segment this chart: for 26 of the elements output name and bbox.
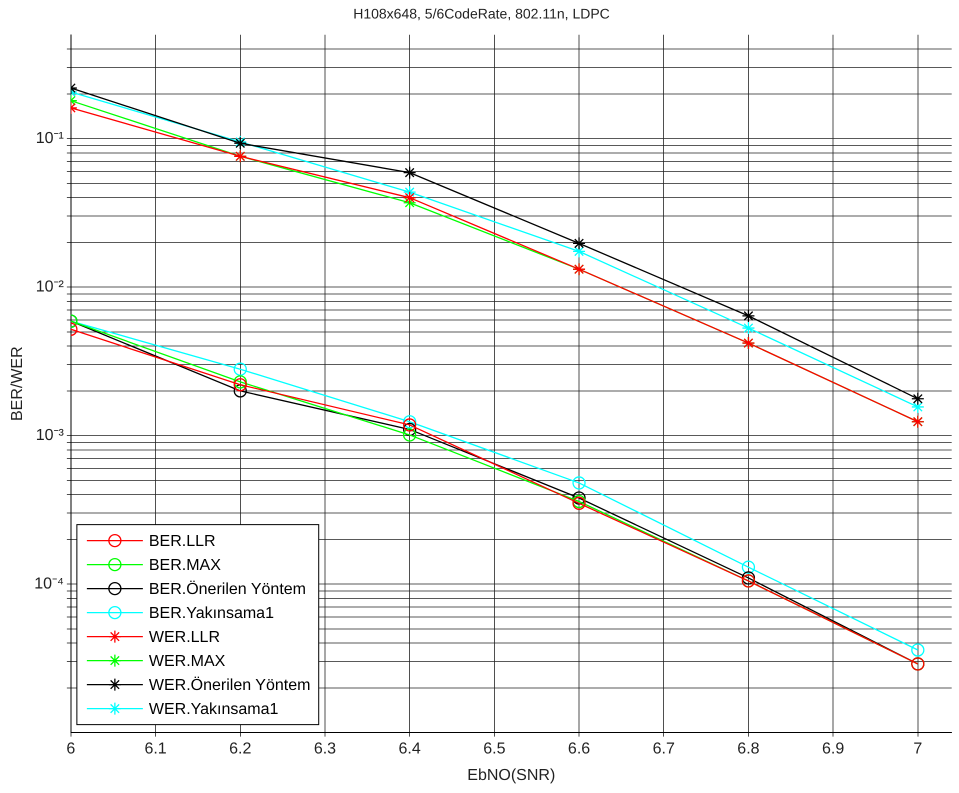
legend-label: WER.LLR [148, 629, 220, 646]
legend-label: BER.Önerilen Yöntem [148, 580, 306, 598]
legend-label: BER.MAX [148, 557, 222, 574]
y-tick-label: 10⁻¹ [36, 130, 64, 148]
x-tick-label: 6.3 [314, 740, 336, 758]
x-tick-label: 6.2 [229, 740, 252, 758]
legend-label: BER.Yakınsama1 [148, 605, 274, 622]
x-tick-label: 6.9 [822, 740, 844, 758]
legend-label: WER.Önerilen Yöntem [148, 676, 310, 694]
legend-label: WER.MAX [148, 653, 226, 670]
x-tick-label: 6.6 [568, 740, 590, 758]
x-tick-label: 6.7 [652, 740, 675, 758]
x-tick-label: 6.5 [483, 740, 506, 758]
chart-title: H108x648, 5/6CodeRate, 802.11n, LDPC [353, 5, 610, 22]
y-tick-label: 10⁻⁴ [34, 576, 64, 593]
y-tick-label: 10⁻³ [36, 427, 65, 444]
x-tick-label: 6 [66, 740, 76, 758]
y-axis-title: BER/WER [9, 346, 26, 422]
legend-label: BER.LLR [148, 533, 216, 550]
x-tick-label: 7 [913, 740, 922, 758]
x-tick-label: 6.8 [737, 740, 760, 758]
x-axis-title: EbNO(SNR) [467, 766, 556, 784]
y-tick-label: 10⁻² [36, 278, 65, 296]
legend-label: WER.Yakınsama1 [148, 701, 278, 718]
x-tick-label: 6.4 [398, 740, 421, 758]
x-tick-label: 6.1 [144, 740, 167, 758]
